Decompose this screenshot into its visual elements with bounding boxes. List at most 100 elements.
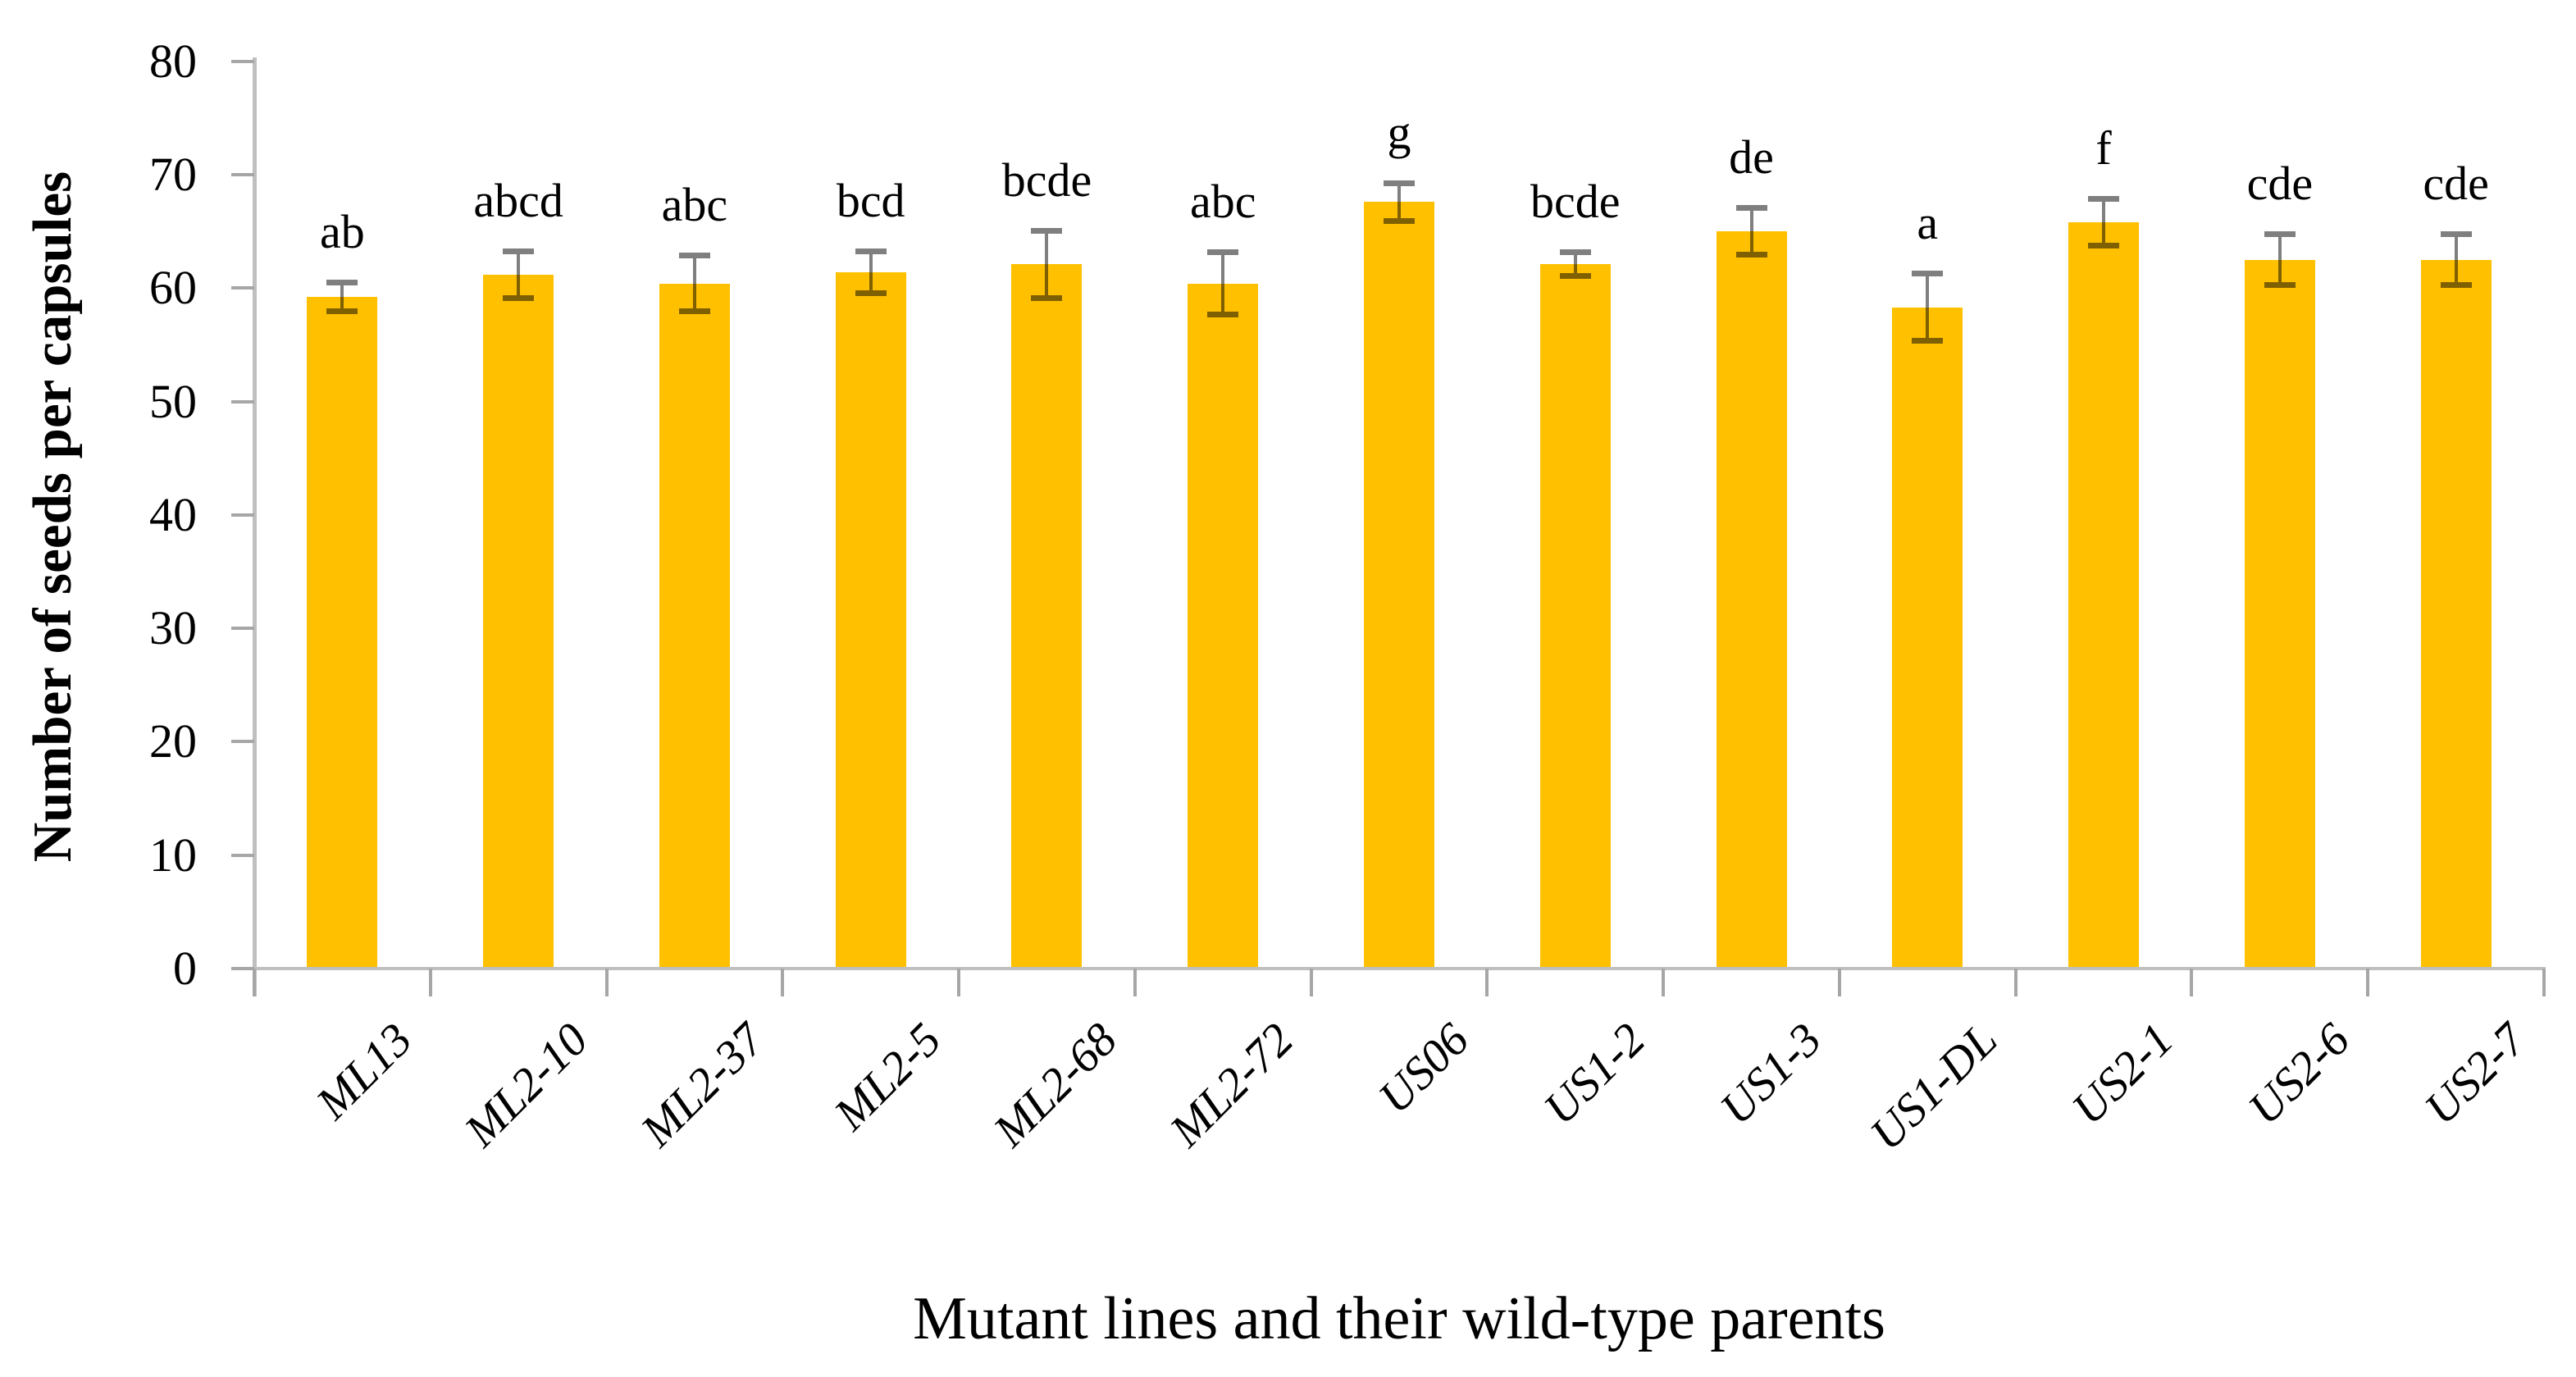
error-bar-bottom-cap [855,290,887,297]
error-bar-top-cap [855,248,887,254]
bar-ML2-5 [835,271,906,969]
error-bar-top-cap [2088,195,2120,202]
y-tick-20 [231,740,254,744]
error-bar-bottom-cap [678,308,710,315]
error-bar-line [2277,236,2282,283]
bar-ML13 [307,297,378,969]
error-bar-top-cap [1559,248,1591,255]
x-tick-stub-7 [1485,969,1489,996]
y-tick-80 [231,59,254,63]
y-tick-60 [231,286,254,290]
error-bar-line [1221,254,1225,312]
y-tick-label-60: 60 [149,261,197,315]
error-bar-top-cap [1031,227,1063,234]
x-tick-stub-3 [781,969,785,996]
y-tick-label-10: 10 [149,828,197,882]
x-tick-label-ML2-10: ML2-10 [455,1013,599,1157]
x-tick-label-ML13: ML13 [306,1013,422,1129]
x-tick-label-US06: US06 [1369,1013,1479,1124]
bar-US06 [1364,202,1434,969]
significance-letter-US1-2: bcde [1530,174,1621,228]
error-bar-bottom-cap [2440,282,2472,289]
y-tick-50 [231,399,254,404]
error-bar-top-cap [2440,230,2472,237]
x-tick-stub-4 [957,969,961,996]
error-bar-top-cap [1384,180,1415,186]
y-tick-label-80: 80 [149,34,197,88]
error-bar-bottom-cap [1031,294,1063,301]
error-bar-line [517,253,521,295]
significance-letter-US2-7: cde [2423,156,2489,210]
significance-letter-US1-3: de [1729,130,1774,184]
x-tick-label-US1-DL: US1-DL [1860,1013,2008,1160]
y-tick-label-30: 30 [149,601,197,655]
bar-ML2-37 [659,283,730,969]
significance-letter-US2-1: f [2095,121,2112,175]
x-tick-stub-10 [2013,969,2017,996]
error-bar-line [1397,185,1401,218]
significance-letter-ML2-5: bcd [836,173,905,227]
x-tick-stub-9 [1837,969,1841,996]
bar-ML2-72 [1188,283,1259,969]
x-tick-stub-12 [2366,969,2370,996]
x-tick-label-US1-3: US1-3 [1710,1013,1831,1135]
x-tick-stub-11 [2190,969,2194,996]
y-tick-label-50: 50 [149,374,197,428]
error-bar-bottom-cap [2088,243,2120,249]
error-bar-top-cap [503,248,535,254]
x-tick-stub-13 [2542,969,2546,996]
error-bar-line [1045,233,1049,295]
y-tick-70 [231,172,254,176]
bar-US2-7 [2420,259,2492,969]
error-bar-line [340,285,344,309]
significance-letter-ML2-68: bcde [1001,153,1092,207]
error-bar-line [2102,201,2106,244]
error-bar-bottom-cap [326,308,358,315]
significance-letter-US06: g [1387,105,1411,159]
x-tick-stub-8 [1662,969,1666,996]
error-bar-line [1573,254,1577,274]
error-bar-line [692,258,696,309]
error-bar-bottom-cap [1735,252,1767,258]
x-tick-stub-2 [604,969,609,996]
significance-letter-US1-DL: a [1917,196,1939,250]
error-bar-top-cap [2264,230,2296,237]
error-bar-bottom-cap [503,294,535,301]
error-bar-line [869,253,873,291]
x-tick-stub-0 [253,969,256,996]
error-bar-top-cap [678,253,710,259]
error-bar-top-cap [326,280,358,286]
x-tick-label-ML2-68: ML2-68 [983,1013,1127,1157]
y-tick-30 [231,627,254,631]
bar-ML2-10 [483,274,554,969]
x-tick-label-US2-7: US2-7 [2414,1013,2537,1135]
bar-US2-1 [2068,221,2140,969]
x-tick-stub-1 [428,969,432,996]
error-bar-bottom-cap [2264,282,2296,289]
error-bar-line [1749,211,1753,253]
x-tick-label-US2-1: US2-1 [2062,1013,2184,1135]
x-tick-label-ML2-5: ML2-5 [823,1013,951,1141]
bar-US1-2 [1539,264,1611,969]
bar-ML2-68 [1011,264,1083,969]
x-axis-line [231,967,2546,970]
y-tick-label-40: 40 [149,487,197,541]
y-tick-40 [231,513,254,517]
x-tick-stub-5 [1133,969,1137,996]
y-axis-line [253,57,257,996]
x-axis-title: Mutant lines and their wild-type parents [913,1285,1885,1352]
error-bar-bottom-cap [1559,273,1591,280]
bar-US2-6 [2244,259,2315,969]
y-tick-10 [231,853,254,857]
bar-US1-DL [1892,307,1963,969]
significance-letter-US2-6: cde [2246,156,2314,210]
error-bar-bottom-cap [1384,217,1415,224]
error-bar-top-cap [1735,205,1767,211]
significance-letter-ML13: ab [320,205,365,259]
error-bar-bottom-cap [1207,312,1239,318]
significance-letter-ML2-72: abc [1189,174,1256,228]
x-tick-label-US1-2: US1-2 [1534,1013,1656,1135]
bar-US1-3 [1716,231,1787,969]
